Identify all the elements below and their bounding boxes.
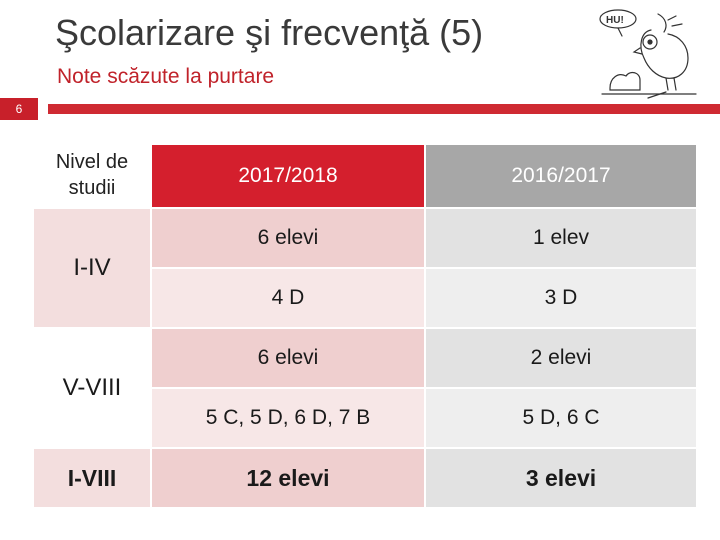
table-total-row: I-VIII 12 elevi 3 elevi bbox=[32, 447, 698, 509]
table-row: I-IV 6 elevi 1 elev bbox=[32, 207, 698, 329]
classes-2017-primary: 4 D bbox=[150, 267, 426, 329]
header-2016-2017: 2016/2017 bbox=[424, 143, 698, 209]
header-level: Nivel de studii bbox=[32, 143, 152, 209]
total-2016: 3 elevi bbox=[424, 447, 698, 509]
page-number: 6 bbox=[15, 102, 23, 116]
slide-subtitle: Note scăzute la purtare bbox=[57, 65, 275, 88]
header-2017-2018: 2017/2018 bbox=[150, 143, 426, 209]
level-gymnasium: V-VIII bbox=[32, 327, 152, 449]
level-total: I-VIII bbox=[32, 447, 152, 509]
table-header-row: Nivel de studii 2017/2018 2016/2017 bbox=[32, 143, 698, 209]
classes-2016-gymnasium: 5 D, 6 C bbox=[424, 387, 698, 449]
total-2017: 12 elevi bbox=[150, 447, 426, 509]
table-row: V-VIII 6 elevi 2 elevi bbox=[32, 327, 698, 449]
slide-title: Şcolarizare şi frecvenţă (5) bbox=[55, 12, 484, 53]
count-2017-gymnasium: 6 elevi bbox=[150, 327, 426, 389]
cartoon-bird-icon: HU! bbox=[599, 9, 697, 99]
classes-2017-gymnasium: 5 C, 5 D, 6 D, 7 B bbox=[150, 387, 426, 449]
count-2017-primary: 6 elevi bbox=[150, 207, 426, 269]
level-primary: I-IV bbox=[32, 207, 152, 329]
title-bar: 6 bbox=[0, 98, 720, 120]
page-number-box bbox=[0, 98, 38, 120]
logo-text: HU! bbox=[606, 15, 624, 26]
table-row: 4 D 3 D bbox=[33, 267, 698, 329]
classes-2016-primary: 3 D bbox=[424, 267, 698, 329]
count-2016-gymnasium: 2 elevi bbox=[424, 327, 698, 389]
count-2016-primary: 1 elev bbox=[424, 207, 698, 269]
table-row: 5 C, 5 D, 6 D, 7 B 5 D, 6 C bbox=[33, 387, 698, 449]
title-underline bbox=[48, 104, 720, 114]
conduct-grades-table: Nivel de studii 2017/2018 2016/2017 I-IV… bbox=[32, 143, 698, 509]
